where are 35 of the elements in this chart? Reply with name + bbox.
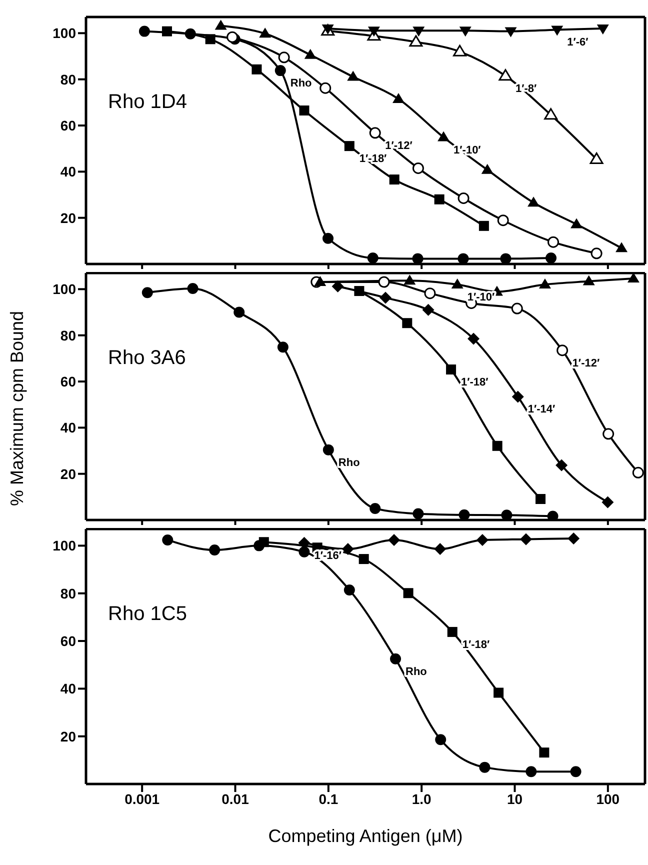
annotation: Rho 1C5	[108, 603, 187, 626]
y-tick-label: 60	[60, 117, 76, 134]
series-label: 1′-12′	[572, 357, 600, 370]
series-label: Rho	[338, 456, 360, 469]
series-label: Rho	[290, 78, 312, 90]
y-tick-label: 20	[60, 728, 76, 744]
y-tick-label: 20	[60, 210, 76, 226]
series-label: Rho	[406, 666, 428, 678]
y-tick-label: 60	[60, 373, 76, 390]
y-tick-label: 40	[60, 164, 76, 180]
y-axis-title: % Maximum cpm Bound	[8, 310, 28, 506]
series-label: 1′-14′	[528, 404, 556, 416]
y-tick-label: 100	[52, 538, 76, 554]
y-tick-label: 80	[60, 585, 76, 602]
y-tick-label: 40	[60, 420, 76, 436]
x-tick-label: 1.0	[412, 790, 432, 807]
series-label: 1′-18′	[462, 638, 490, 651]
x-tick-label: 10	[506, 790, 523, 807]
series-label: 1′-10′	[467, 292, 496, 304]
annotation: Rho 3A6	[108, 347, 186, 370]
y-tick-label: 20	[60, 466, 76, 482]
x-tick-label: 0.001	[124, 790, 160, 807]
y-tick-label: 60	[60, 632, 76, 649]
x-tick-label: 100	[596, 790, 620, 807]
x-tick-label: 0.1	[318, 790, 338, 807]
y-tick-label: 100	[52, 281, 76, 298]
series-label: 1′-18′	[461, 376, 489, 388]
y-tick-label: 80	[60, 71, 76, 88]
series-label: 1′-6′	[567, 36, 589, 49]
x-axis-title: Competing Antigen (μM)	[268, 826, 463, 846]
annotation: Rho 1D4	[108, 91, 187, 114]
y-tick-label: 80	[60, 327, 76, 344]
y-tick-label: 100	[52, 25, 76, 42]
y-tick-label: 40	[60, 680, 76, 697]
x-tick-label: 0.01	[222, 790, 250, 807]
